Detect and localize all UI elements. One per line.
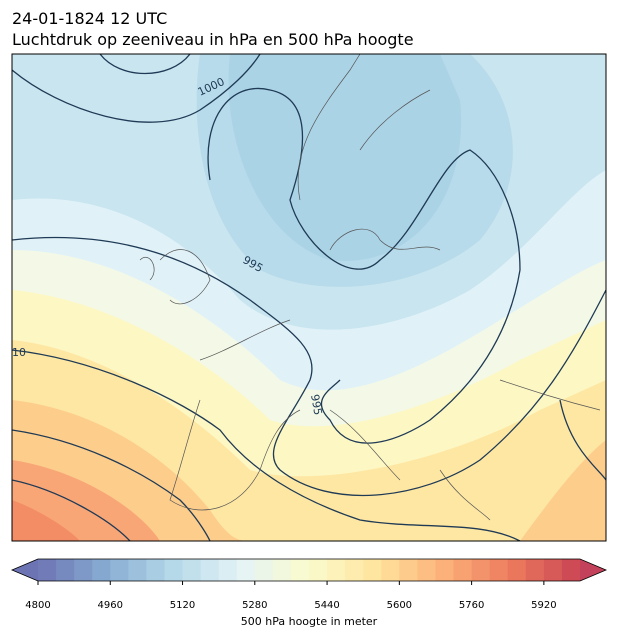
colorbar-tick-label: 5280 (242, 600, 267, 611)
colorbar-bin (272, 559, 292, 581)
colorbar-bin (164, 559, 184, 581)
colorbar-bin (92, 559, 111, 581)
colorbar-bin (525, 559, 545, 581)
coastlines (139, 54, 601, 521)
colorbar-tick-label: 5440 (314, 600, 339, 611)
colorbar-tick-label: 5920 (531, 600, 556, 611)
contour-label: 10 (12, 346, 26, 359)
colorbar: 4800 4960 5120 5280 5440 5600 5760 5920 (10, 558, 608, 611)
title: 24-01-1824 12 UTC (12, 9, 168, 28)
map-frame (11, 53, 607, 542)
colorbar-bin (381, 559, 400, 581)
colorbar-bin (435, 559, 455, 581)
colorbar-bin (561, 559, 581, 581)
colorbar-bin (399, 559, 418, 581)
colorbar-bin (471, 559, 491, 581)
colorbar-bin (218, 559, 238, 581)
colorbar-bin (489, 559, 509, 581)
colorbar-bin (345, 559, 364, 581)
colorbar-bin (290, 559, 310, 581)
colorbar-bin (417, 559, 436, 581)
colorbar-tick-label: 4800 (25, 600, 50, 611)
colorbar-tick-label: 4960 (98, 600, 123, 611)
colorbar-bin (453, 559, 473, 581)
colorbar-bin (56, 559, 75, 581)
colorbar-tick-label: 5760 (459, 600, 484, 611)
colorbar-extend (12, 559, 38, 581)
colorbar-bin (363, 559, 382, 581)
field (228, 54, 462, 261)
colorbar-bin (254, 559, 274, 581)
colorbar-label: 500 hPa hoogte in meter (241, 615, 378, 628)
subtitle: Luchtdruk op zeeniveau in hPa en 500 hPa… (12, 30, 414, 49)
colorbar-bin (146, 559, 165, 581)
colorbar-bin (543, 559, 563, 581)
colorbar-bin (327, 559, 346, 581)
field (12, 500, 80, 541)
colorbar-bin (110, 559, 129, 581)
colorbar-outline (10, 558, 608, 582)
colorbar-bin (182, 559, 202, 581)
colorbar-bin (236, 559, 256, 581)
colorbar-extend (580, 559, 606, 581)
field (520, 440, 606, 541)
isobars (12, 54, 606, 541)
colorbar-bin (309, 559, 328, 581)
colorbar-bin (38, 559, 57, 581)
colorbar-bin (507, 559, 527, 581)
colorbar-bin (200, 559, 220, 581)
colorbar-bin (128, 559, 147, 581)
colorbar-tick-label: 5120 (170, 600, 195, 611)
colorbar-bin (74, 559, 93, 581)
colorbar-tick-label: 5600 (387, 600, 412, 611)
map: 1000 995 995 10 (12, 54, 606, 541)
contour-label: 995 (308, 393, 324, 416)
